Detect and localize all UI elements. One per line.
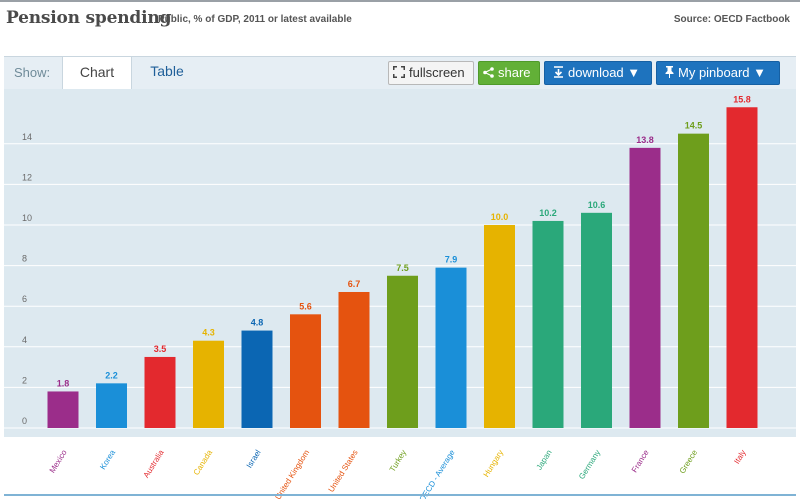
bar <box>629 147 661 429</box>
bar-value-label: 6.7 <box>348 279 361 289</box>
x-tick-label: United Kingdom <box>273 448 311 499</box>
page-subtitle: Public, % of GDP, 2011 or latest availab… <box>158 14 352 25</box>
x-tick-label: Italy <box>732 448 747 465</box>
download-label: download ▼ <box>568 65 641 80</box>
bar <box>387 275 418 428</box>
bar <box>484 225 515 428</box>
bar <box>338 291 370 428</box>
bar <box>726 107 758 428</box>
x-tick-label: Hungary <box>482 448 506 478</box>
bar-value-label: 10.6 <box>588 200 606 210</box>
top-rule <box>0 0 800 2</box>
bar <box>290 314 321 428</box>
bar <box>193 340 224 428</box>
y-tick-label: 10 <box>22 213 32 223</box>
bar-value-label: 13.8 <box>636 135 654 145</box>
share-label: share <box>498 65 531 80</box>
bottom-rule <box>4 494 796 496</box>
bar-value-label: 5.6 <box>299 301 312 311</box>
x-tick-label: OECD - Average <box>418 448 457 499</box>
bar-value-label: 2.2 <box>105 370 118 380</box>
share-icon <box>483 67 494 78</box>
y-tick-label: 12 <box>22 172 32 182</box>
bar-value-label: 3.5 <box>154 344 167 354</box>
bar-value-label: 15.8 <box>733 94 751 104</box>
bar <box>96 383 127 428</box>
x-tick-label: France <box>630 448 651 474</box>
bar-value-label: 10.0 <box>491 212 509 222</box>
bar <box>47 391 79 428</box>
x-tick-label: Greece <box>678 448 700 475</box>
pinboard-label: My pinboard ▼ <box>678 65 767 80</box>
y-tick-label: 8 <box>22 254 27 264</box>
fullscreen-icon <box>393 66 405 78</box>
bar-value-label: 7.9 <box>445 255 458 265</box>
bar <box>144 356 176 428</box>
x-tick-label: Mexico <box>48 448 69 475</box>
bar-value-label: 4.3 <box>202 328 215 338</box>
x-tick-label: Japan <box>535 448 554 471</box>
fullscreen-label: fullscreen <box>409 65 465 80</box>
bar-value-label: 14.5 <box>685 121 703 131</box>
tab-table[interactable]: Table <box>150 63 184 79</box>
x-tick-label: Australia <box>142 448 166 480</box>
x-tick-label: Israel <box>245 448 263 470</box>
show-label: Show: <box>14 65 51 80</box>
download-button[interactable]: download ▼ <box>544 61 652 85</box>
source-note: Source: OECD Factbook <box>673 14 790 25</box>
bar <box>581 212 612 428</box>
y-tick-label: 2 <box>22 375 27 385</box>
share-button[interactable]: share <box>478 61 540 85</box>
bar <box>435 267 467 428</box>
y-tick-label: 0 <box>22 416 27 426</box>
download-icon <box>554 66 563 78</box>
bar-value-label: 1.8 <box>57 378 70 388</box>
toolbar: Show: Chart Table fullscreen share downl… <box>4 56 796 89</box>
pinboard-button[interactable]: My pinboard ▼ <box>656 61 780 85</box>
y-tick-label: 6 <box>22 294 27 304</box>
x-tick-label: Turkey <box>388 448 408 473</box>
bar-value-label: 4.8 <box>251 318 264 328</box>
bar <box>241 330 273 428</box>
pin-icon <box>665 66 674 78</box>
y-tick-label: 4 <box>22 335 27 345</box>
bar-value-label: 7.5 <box>396 263 409 273</box>
y-tick-label: 14 <box>22 132 32 142</box>
bar <box>532 220 564 428</box>
x-tick-label: Canada <box>192 448 215 477</box>
x-tick-label: Korea <box>98 448 117 471</box>
x-tick-label: Germany <box>577 448 602 481</box>
bar-value-label: 10.2 <box>539 208 557 218</box>
bar <box>678 133 709 428</box>
fullscreen-button[interactable]: fullscreen <box>388 61 474 85</box>
x-tick-label: United States <box>327 448 360 494</box>
page-title: Pension spending <box>6 8 172 28</box>
tab-chart[interactable]: Chart <box>62 56 132 89</box>
